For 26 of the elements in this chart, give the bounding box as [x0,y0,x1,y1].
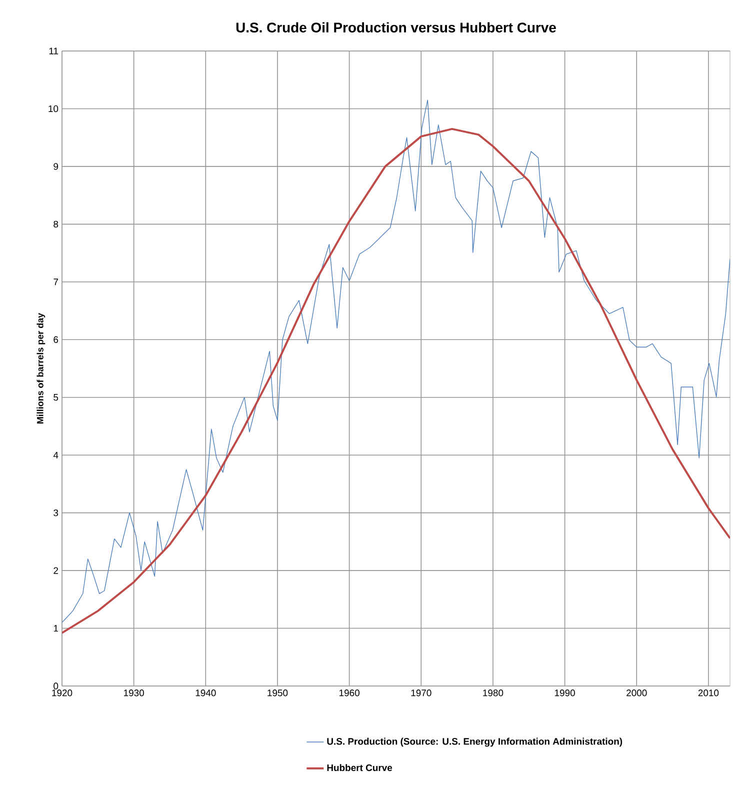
y-tick-label: 4 [53,452,58,458]
chart-title: U.S. Crude Oil Production versus Hubbert Curve [236,22,556,32]
y-tick-label: 5 [54,394,58,401]
y-tick-label: 9 [54,163,58,170]
x-tick-label: 1940 [196,690,216,696]
y-tick-label: 6 [54,336,58,343]
x-tick-label: 1990 [554,690,575,696]
y-tick-label: 10 [48,105,58,112]
x-tick-label: 1950 [268,690,288,696]
y-tick-label: 2 [54,567,58,574]
legend-label: U.S. Production (Source: U.S. Energy Information Administration) [327,738,622,747]
x-tick-label: 1960 [340,690,360,696]
legend-label: Hubbert Curve [327,764,392,772]
x-tick-label: 1970 [411,690,432,696]
x-tick-label: 1920 [52,690,72,696]
x-tick-label: 2010 [698,690,719,696]
y-tick-label: 1 [54,625,58,632]
x-tick-label: 1930 [124,690,144,696]
y-tick-label: 8 [54,220,58,228]
x-tick-label: 1980 [483,690,504,696]
y-tick-label: 7 [54,278,58,286]
y-tick-label: 0 [54,682,58,690]
x-tick-label: 2000 [626,690,647,696]
y-tick-label: 3 [54,509,58,516]
y-tick-label: 11 [49,48,58,54]
y-axis-title: Millions of barrels per day [36,312,46,424]
